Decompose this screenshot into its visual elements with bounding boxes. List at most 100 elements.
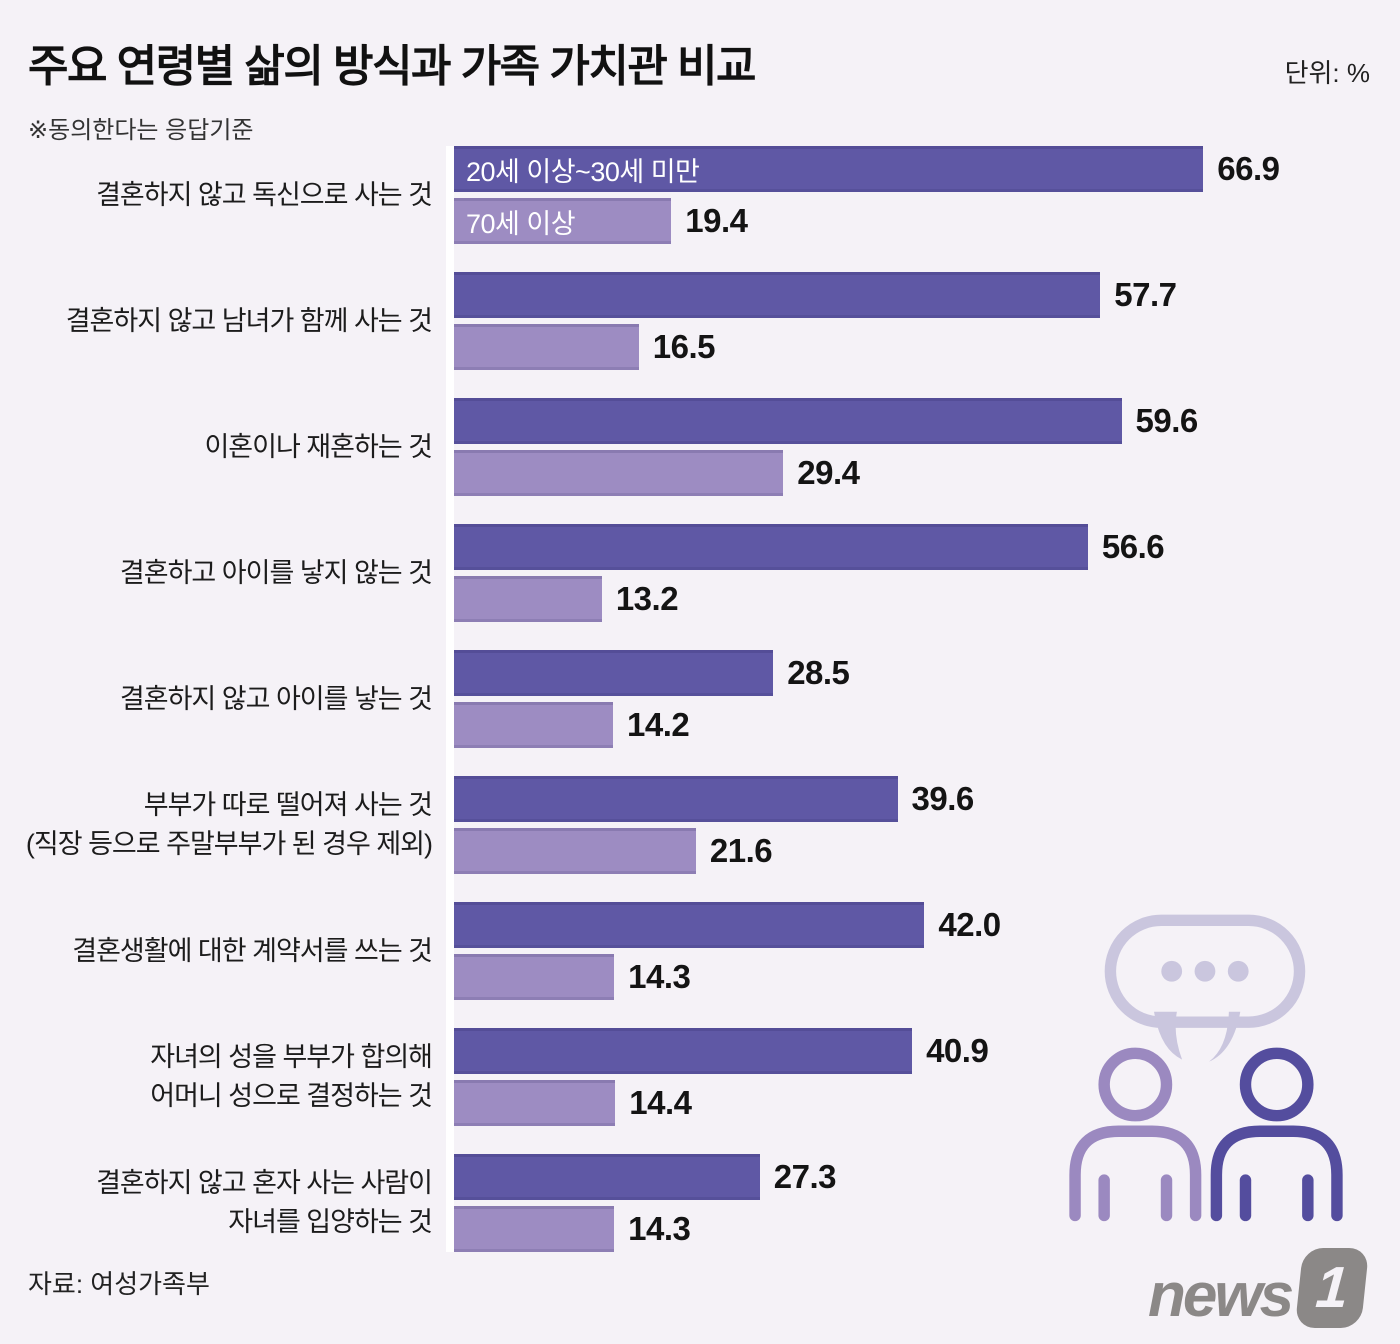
category-label: 결혼생활에 대한 계약서를 쓰는 것 bbox=[72, 935, 433, 966]
bar-age-20-30 bbox=[454, 1154, 760, 1200]
value-label-age-70-plus: 14.2 bbox=[627, 706, 690, 743]
bar-age-70-plus bbox=[454, 954, 615, 1000]
speech-bubble-tails bbox=[1154, 1011, 1241, 1062]
value-label-age-20-30: 27.3 bbox=[773, 1158, 837, 1195]
category-label: 부부가 따로 떨어져 사는 것 (직장 등으로 주말부부가 된 경우 제외) bbox=[25, 790, 433, 859]
value-label-age-20-30: 40.9 bbox=[926, 1032, 989, 1069]
bar-row-young: 20세 이상~30세 미만 66.9 bbox=[454, 146, 1400, 192]
bar-row-old: 70세 이상 19.4 bbox=[454, 198, 1400, 244]
group-bars: 28.5 14.2 bbox=[446, 650, 1400, 748]
people-conversation-icon bbox=[1069, 914, 1343, 1222]
value-label-age-70-plus: 14.3 bbox=[628, 958, 691, 995]
bar-age-70-plus bbox=[454, 828, 696, 874]
bar-row-young: 57.7 bbox=[454, 272, 1400, 318]
series-label-age-20-30: 20세 이상~30세 미만 bbox=[466, 156, 700, 187]
category-label: 결혼하고 아이를 낳지 않는 것 bbox=[119, 557, 433, 588]
bar-row-young: 59.6 bbox=[454, 398, 1400, 444]
value-label-age-70-plus: 19.4 bbox=[685, 202, 748, 239]
person-icon-right bbox=[1210, 1047, 1343, 1222]
bar-age-20-30 bbox=[454, 650, 774, 696]
value-label-age-70-plus: 14.3 bbox=[628, 1210, 691, 1247]
bar-chart: 결혼하지 않고 독신으로 사는 것 20세 이상~30세 미만 66.9 70세… bbox=[0, 146, 1400, 1252]
bar-age-20-30 bbox=[454, 776, 898, 822]
news1-logo-text: news bbox=[1148, 1261, 1294, 1331]
person-icon-left bbox=[1069, 1047, 1202, 1222]
chart-groups: 결혼하지 않고 독신으로 사는 것 20세 이상~30세 미만 66.9 70세… bbox=[0, 146, 1400, 1252]
bar-row-old: 14.3 bbox=[454, 1206, 1400, 1252]
source-credit: 자료: 여성가족부 bbox=[28, 1269, 210, 1299]
bar-age-70-plus bbox=[454, 324, 639, 370]
group-bars: 57.7 16.5 bbox=[446, 272, 1400, 370]
chart-group: 결혼하지 않고 혼자 사는 사람이 자녀를 입양하는 것 27.3 14.3 bbox=[0, 1154, 1400, 1252]
group-bars: 40.9 14.4 bbox=[446, 1028, 1400, 1126]
group-bars: 59.6 29.4 bbox=[446, 398, 1400, 496]
value-label-age-70-plus: 21.6 bbox=[709, 832, 773, 869]
value-label-age-20-30: 57.7 bbox=[1114, 276, 1177, 313]
value-label-age-70-plus: 14.4 bbox=[629, 1084, 692, 1121]
value-label-age-20-30: 66.9 bbox=[1217, 150, 1280, 187]
group-bars: 20세 이상~30세 미만 66.9 70세 이상 19.4 bbox=[446, 146, 1400, 244]
value-label-age-20-30: 42.0 bbox=[938, 906, 1001, 943]
category-label: 결혼하지 않고 독신으로 사는 것 bbox=[96, 179, 433, 210]
bar-age-70-plus bbox=[454, 450, 784, 496]
chart-group: 결혼생활에 대한 계약서를 쓰는 것 42.0 14.3 bbox=[0, 902, 1400, 1000]
bar-row-old: 29.4 bbox=[454, 450, 1400, 496]
bar-age-70-plus bbox=[454, 1206, 615, 1252]
bar-row-old: 21.6 bbox=[454, 828, 1400, 874]
group-bars: 27.3 14.3 bbox=[446, 1154, 1400, 1252]
bar-row-young: 42.0 bbox=[454, 902, 1400, 948]
chart-group: 자녀의 성을 부부가 합의해 어머니 성으로 결정하는 것 40.9 14.4 bbox=[0, 1028, 1400, 1126]
speech-bubble-icon bbox=[1104, 914, 1306, 1028]
bar-age-70-plus: 70세 이상 bbox=[454, 198, 672, 244]
value-label-age-20-30: 28.5 bbox=[787, 654, 850, 691]
chart-note: ※동의한다는 응답기준 bbox=[28, 117, 254, 144]
header: 주요 연령별 삶의 방식과 가족 가치관 비교 단위: % bbox=[0, 0, 1400, 94]
bar-age-70-plus bbox=[454, 1080, 616, 1126]
group-bars: 39.6 21.6 bbox=[446, 776, 1400, 874]
chart-group: 결혼하고 아이를 낳지 않는 것 56.6 13.2 bbox=[0, 524, 1400, 622]
chart-group: 부부가 따로 떨어져 사는 것 (직장 등으로 주말부부가 된 경우 제외) 39… bbox=[0, 776, 1400, 874]
bar-row-old: 14.3 bbox=[454, 954, 1400, 1000]
news1-logo-badge: 1 bbox=[1294, 1248, 1370, 1328]
chart-group: 결혼하지 않고 남녀가 함께 사는 것 57.7 16.5 bbox=[0, 272, 1400, 370]
value-label-age-20-30: 56.6 bbox=[1101, 528, 1165, 565]
value-label-age-20-30: 39.6 bbox=[911, 780, 975, 817]
page-title: 주요 연령별 삶의 방식과 가족 가치관 비교 bbox=[28, 42, 757, 91]
bar-age-70-plus bbox=[454, 702, 614, 748]
bar-row-old: 14.2 bbox=[454, 702, 1400, 748]
bar-age-20-30: 20세 이상~30세 미만 bbox=[454, 146, 1204, 192]
bar-row-young: 27.3 bbox=[454, 1154, 1400, 1200]
bar-age-20-30 bbox=[454, 1028, 913, 1074]
bar-row-young: 39.6 bbox=[454, 776, 1400, 822]
value-label-age-70-plus: 16.5 bbox=[652, 328, 716, 365]
category-label: 결혼하지 않고 혼자 사는 사람이 자녀를 입양하는 것 bbox=[96, 1168, 433, 1237]
bar-age-20-30 bbox=[454, 902, 925, 948]
news1-logo-badge-digit: 1 bbox=[1313, 1255, 1351, 1320]
category-label: 결혼하지 않고 남녀가 함께 사는 것 bbox=[65, 305, 433, 336]
unit-label: 단위: % bbox=[1284, 58, 1370, 88]
news1-logo: news 1 bbox=[1148, 1248, 1370, 1331]
bar-row-young: 56.6 bbox=[454, 524, 1400, 570]
bar-row-old: 13.2 bbox=[454, 576, 1400, 622]
speech-bubble-dots bbox=[1161, 960, 1249, 982]
bar-row-old: 16.5 bbox=[454, 324, 1400, 370]
group-bars: 42.0 14.3 bbox=[446, 902, 1400, 1000]
category-label: 결혼하지 않고 아이를 낳는 것 bbox=[119, 683, 433, 714]
bar-row-young: 28.5 bbox=[454, 650, 1400, 696]
category-label: 자녀의 성을 부부가 합의해 어머니 성으로 결정하는 것 bbox=[150, 1042, 433, 1111]
y-axis-line bbox=[446, 146, 454, 1252]
bar-age-20-30 bbox=[454, 524, 1088, 570]
chart-group: 결혼하지 않고 아이를 낳는 것 28.5 14.2 bbox=[0, 650, 1400, 748]
chart-group: 결혼하지 않고 독신으로 사는 것 20세 이상~30세 미만 66.9 70세… bbox=[0, 146, 1400, 244]
bar-age-20-30 bbox=[454, 398, 1122, 444]
bar-age-20-30 bbox=[454, 272, 1101, 318]
value-label-age-20-30: 59.6 bbox=[1135, 402, 1199, 439]
series-label-age-70-plus: 70세 이상 bbox=[466, 208, 576, 239]
group-bars: 56.6 13.2 bbox=[446, 524, 1400, 622]
category-label: 이혼이나 재혼하는 것 bbox=[204, 431, 433, 462]
chart-group: 이혼이나 재혼하는 것 59.6 29.4 bbox=[0, 398, 1400, 496]
bar-row-young: 40.9 bbox=[454, 1028, 1400, 1074]
bar-row-old: 14.4 bbox=[454, 1080, 1400, 1126]
value-label-age-70-plus: 13.2 bbox=[615, 580, 679, 617]
